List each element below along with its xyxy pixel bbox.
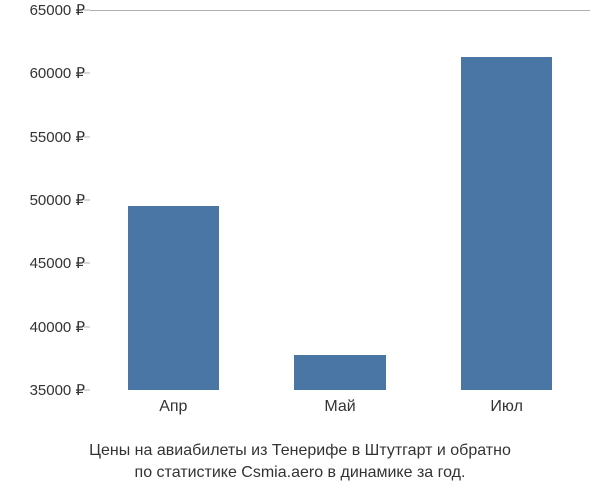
bar-Май [294, 355, 386, 390]
y-axis-tick-mark [84, 136, 90, 137]
y-axis-tick-mark [84, 263, 90, 264]
caption-line2: по статистике Csmia.aero в динамике за г… [135, 464, 466, 481]
y-axis-tick-mark [84, 326, 90, 327]
bar-Апр [128, 206, 220, 390]
caption-line1: Цены на авиабилеты из Тенерифе в Штутгар… [89, 442, 511, 459]
y-axis-tick-mark [84, 73, 90, 74]
y-axis-tick-label: 35000 ₽ [0, 381, 85, 399]
bar-Июл [461, 57, 553, 390]
y-axis-tick-label: 55000 ₽ [0, 128, 85, 146]
y-axis-tick-label: 65000 ₽ [0, 1, 85, 19]
y-axis-tick-mark [84, 200, 90, 201]
chart-caption: Цены на авиабилеты из Тенерифе в Штутгар… [0, 440, 600, 483]
plot-area [90, 10, 590, 390]
y-axis-tick-label: 40000 ₽ [0, 318, 85, 336]
x-axis-label: Апр [159, 398, 187, 416]
x-axis-label: Июл [490, 398, 522, 416]
y-axis-tick-label: 45000 ₽ [0, 254, 85, 272]
x-axis-label: Май [324, 398, 355, 416]
y-axis-tick-mark [84, 390, 90, 391]
y-axis-tick-mark [84, 10, 90, 11]
y-axis-tick-label: 50000 ₽ [0, 191, 85, 209]
price-chart: 35000 ₽ 40000 ₽ 45000 ₽ 50000 ₽ 55000 ₽ 60000… [0, 0, 600, 440]
y-axis-tick-label: 60000 ₽ [0, 64, 85, 82]
